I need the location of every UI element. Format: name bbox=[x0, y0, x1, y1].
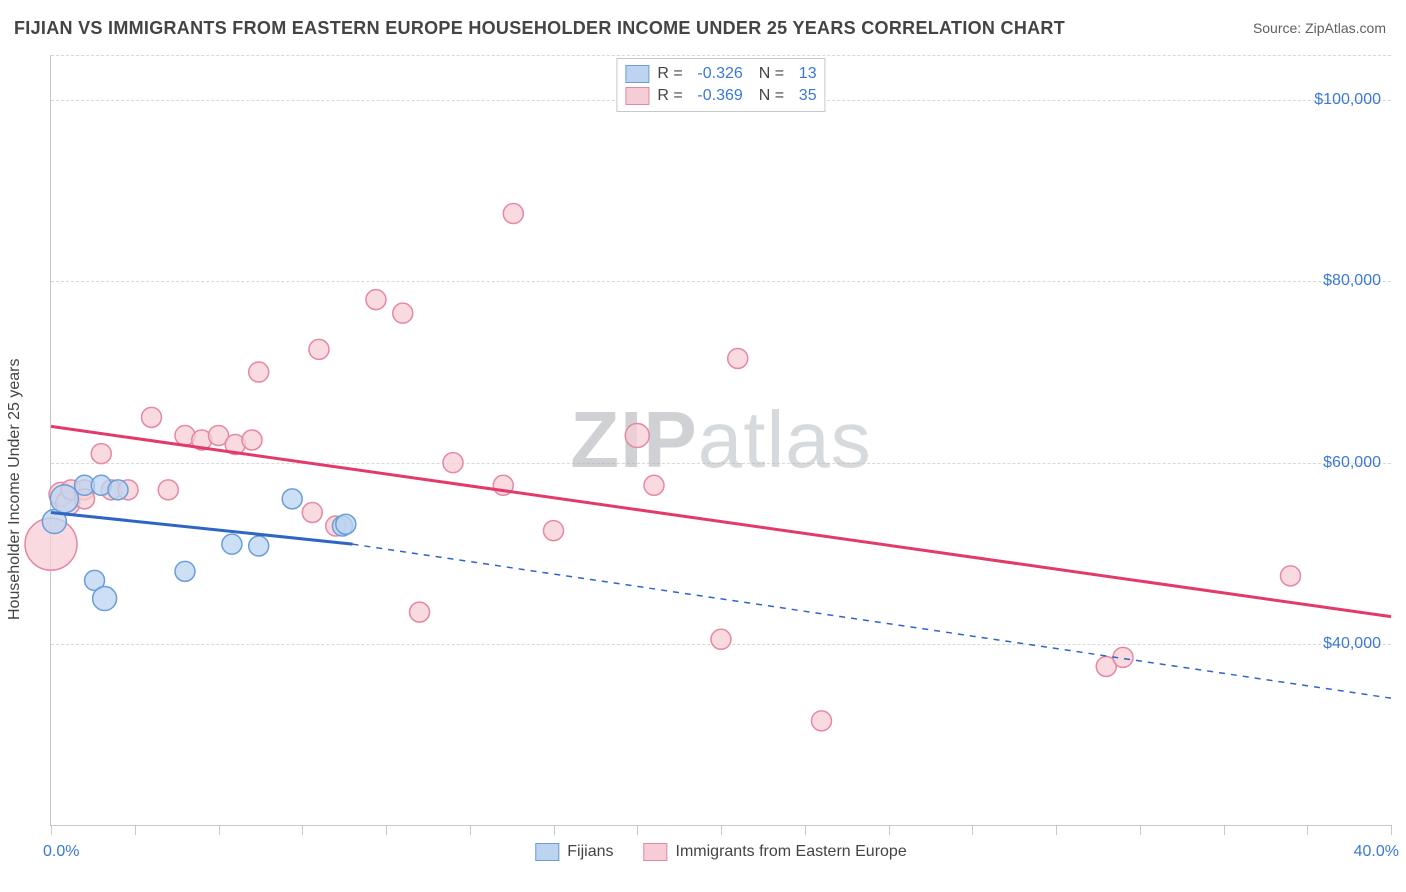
x-tick bbox=[470, 825, 471, 835]
n-value-fijians: 13 bbox=[799, 63, 817, 85]
data-point bbox=[393, 303, 413, 323]
legend-item-fijians: Fijians bbox=[535, 843, 613, 861]
data-point bbox=[222, 534, 242, 554]
x-tick bbox=[1224, 825, 1225, 835]
r-value-eastern-europe: -0.369 bbox=[697, 85, 742, 107]
n-label: N = bbox=[759, 85, 791, 107]
n-value-eastern-europe: 35 bbox=[799, 85, 817, 107]
swatch-eastern-europe-icon bbox=[644, 843, 668, 861]
data-point bbox=[302, 502, 322, 522]
x-tick bbox=[51, 825, 52, 835]
data-point bbox=[158, 480, 178, 500]
trend-line-eastern-europe bbox=[51, 426, 1391, 616]
legend-correlation: R = -0.326 N = 13 R = -0.369 N = 35 bbox=[616, 58, 825, 112]
data-point bbox=[812, 711, 832, 731]
data-point bbox=[93, 587, 117, 611]
x-max-label: 40.0% bbox=[1354, 843, 1399, 861]
x-tick bbox=[302, 825, 303, 835]
data-point bbox=[1281, 566, 1301, 586]
legend-row-fijians: R = -0.326 N = 13 bbox=[625, 63, 816, 85]
legend-label-fijians: Fijians bbox=[567, 843, 613, 861]
data-point bbox=[142, 407, 162, 427]
data-point bbox=[443, 453, 463, 473]
trend-line-fijians-dash bbox=[353, 544, 1392, 698]
x-tick bbox=[721, 825, 722, 835]
x-tick bbox=[1391, 825, 1392, 835]
data-point bbox=[711, 629, 731, 649]
data-point bbox=[282, 489, 302, 509]
data-point bbox=[644, 475, 664, 495]
data-point bbox=[249, 362, 269, 382]
x-tick bbox=[386, 825, 387, 835]
data-point bbox=[309, 339, 329, 359]
swatch-eastern-europe-icon bbox=[625, 87, 649, 105]
data-point bbox=[50, 485, 78, 513]
data-point bbox=[336, 514, 356, 534]
legend-series: Fijians Immigrants from Eastern Europe bbox=[535, 843, 906, 861]
swatch-fijians-icon bbox=[625, 65, 649, 83]
legend-row-eastern-europe: R = -0.369 N = 35 bbox=[625, 85, 816, 107]
data-point bbox=[410, 602, 430, 622]
x-tick bbox=[1307, 825, 1308, 835]
legend-label-eastern-europe: Immigrants from Eastern Europe bbox=[676, 843, 907, 861]
data-point bbox=[544, 521, 564, 541]
r-label: R = bbox=[657, 63, 689, 85]
x-tick bbox=[805, 825, 806, 835]
chart-svg bbox=[51, 55, 1391, 825]
data-point bbox=[175, 561, 195, 581]
chart-title: FIJIAN VS IMMIGRANTS FROM EASTERN EUROPE… bbox=[14, 18, 1065, 39]
plot-area: ZIPatlas R = -0.326 N = 13 R = -0.369 N … bbox=[50, 55, 1391, 826]
data-point bbox=[242, 430, 262, 450]
x-tick bbox=[972, 825, 973, 835]
swatch-fijians-icon bbox=[535, 843, 559, 861]
r-value-fijians: -0.326 bbox=[697, 63, 742, 85]
legend-item-eastern-europe: Immigrants from Eastern Europe bbox=[644, 843, 907, 861]
data-point bbox=[249, 536, 269, 556]
x-tick bbox=[1140, 825, 1141, 835]
data-point bbox=[503, 204, 523, 224]
data-point bbox=[91, 444, 111, 464]
y-axis-label: Householder Income Under 25 years bbox=[6, 359, 24, 620]
data-point bbox=[728, 348, 748, 368]
x-tick bbox=[889, 825, 890, 835]
r-label: R = bbox=[657, 85, 689, 107]
data-point bbox=[108, 480, 128, 500]
data-point bbox=[625, 423, 649, 447]
x-tick bbox=[1056, 825, 1057, 835]
x-tick bbox=[135, 825, 136, 835]
x-tick bbox=[637, 825, 638, 835]
source-label: Source: ZipAtlas.com bbox=[1253, 20, 1386, 36]
n-label: N = bbox=[759, 63, 791, 85]
x-tick bbox=[554, 825, 555, 835]
x-tick bbox=[219, 825, 220, 835]
data-point bbox=[366, 290, 386, 310]
x-min-label: 0.0% bbox=[43, 843, 79, 861]
